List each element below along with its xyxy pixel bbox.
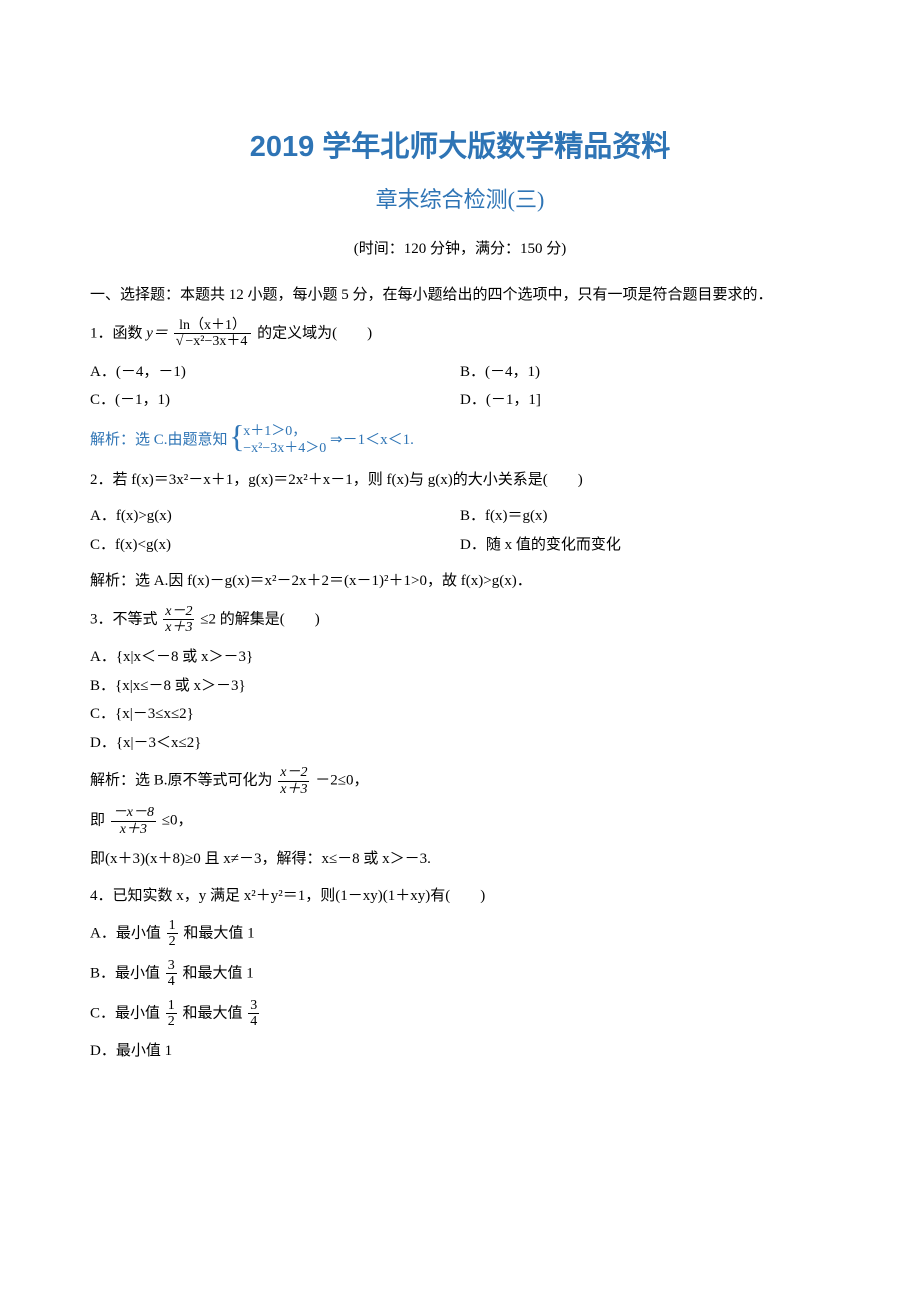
q3-prefix: 3．不等式 [90,611,158,627]
page: 2019 学年北师大版数学精品资料 章末综合检测(三) (时间：120 分钟，满… [0,0,920,1302]
q4-b-frac: 3 4 [164,958,179,990]
q4-opt-d: D．最小值 1 [90,1037,830,1066]
q1-sys-row1: x＋1＞0， [243,423,326,441]
q1-fraction: ln（x＋1） √−x²−3x＋4 [172,318,254,350]
main-title: 2019 学年北师大版数学精品资料 [90,120,830,175]
q3-opt-d: D．{x|－3＜x≤2} [90,729,830,758]
q4-b-den: 4 [166,974,177,989]
question-1: 1．函数 y＝ ln（x＋1） √−x²−3x＋4 的定义域为( ) [90,318,830,350]
q3-ans-pre: 解析：选 B.原不等式可化为 [90,773,273,789]
q3-den: x＋3 [163,620,194,635]
q3-opt-c: C．{x|－3≤x≤2} [90,700,830,729]
q1-opt-c: C．(－1，1) [90,386,460,415]
q1-frac-num: ln（x＋1） [174,318,252,334]
q3-ans2-den: x＋3 [111,822,156,837]
q3-ans2-pre: 即 [90,813,105,829]
q3-answer-3: 即(x＋3)(x＋8)≥0 且 x≠－3，解得：x≤－8 或 x＞－3. [90,845,830,874]
q4-c-den2: 4 [248,1014,259,1029]
q1-ans-label: 解析：选 C. [90,432,168,448]
q2-answer: 解析：选 A.因 f(x)－g(x)＝x²－2x＋2＝(x－1)²＋1>0，故 … [90,567,830,596]
q4-a-num: 1 [167,918,178,934]
q3-ans2-post: ≤0， [162,813,193,829]
q1-system: x＋1＞0， −x²−3x＋4＞0 [231,423,326,458]
q3-ans-frac: x－2 x＋3 [276,765,311,797]
q3-ans2-num: －x－8 [111,805,156,821]
sub-title: 章末综合检测(三) [90,179,830,221]
question-2: 2．若 f(x)＝3x²－x＋1，g(x)＝2x²＋x－1，则 f(x)与 g(… [90,466,830,495]
q1-ans-pre: 由题意知 [168,432,228,448]
q4-c-den: 2 [166,1014,177,1029]
q1-ans-post: ⇒－1＜x＜1. [330,432,414,448]
q3-answer-2: 即 －x－8 x＋3 ≤0， [90,805,830,837]
q4-c-frac2: 3 4 [246,998,261,1030]
q4-c-frac: 1 2 [164,998,179,1030]
exam-meta: (时间：120 分钟，满分：150 分) [90,235,830,264]
q4-c-num: 1 [166,998,177,1014]
q4-a-den: 2 [167,934,178,949]
q1-opt-d: D．(－1，1] [460,386,830,415]
q3-opt-b: B．{x|x≤－8 或 x＞－3} [90,672,830,701]
q4-a-pre: A．最小值 [90,925,161,941]
q4-c-pre: C．最小值 [90,1005,160,1021]
q3-opt-a: A．{x|x＜－8 或 x＞－3} [90,643,830,672]
q1-sys-row2: −x²−3x＋4＞0 [243,440,326,458]
q3-fraction: x－2 x＋3 [161,604,196,636]
q1-opt-a: A．(－4，－1) [90,358,460,387]
q1-sqrt-inner: −x²−3x＋4 [183,333,249,349]
q3-ans-num: x－2 [278,765,309,781]
q1-suffix: 的定义域为( ) [257,325,372,341]
q3-ans2-frac: －x－8 x＋3 [109,805,158,837]
q2-opt-a: A．f(x)>g(x) [90,502,460,531]
q4-c-mid: 和最大值 [183,1005,243,1021]
q4-opt-a: A．最小值 1 2 和最大值 1 [90,918,830,950]
q3-mid: ≤2 的解集是( ) [200,611,319,627]
q3-answer-1: 解析：选 B.原不等式可化为 x－2 x＋3 －2≤0， [90,765,830,797]
q1-prefix: 1．函数 [90,325,146,341]
q1-frac-den: √−x²−3x＋4 [174,334,252,349]
q1-answer: 解析：选 C.由题意知 x＋1＞0， −x²−3x＋4＞0 ⇒－1＜x＜1. [90,423,830,458]
q4-a-post: 和最大值 1 [183,925,254,941]
q4-opt-c: C．最小值 1 2 和最大值 3 4 [90,998,830,1030]
q4-b-num: 3 [166,958,177,974]
q1-opt-b: B．(－4，1) [460,358,830,387]
q4-b-pre: B．最小值 [90,965,160,981]
question-3: 3．不等式 x－2 x＋3 ≤2 的解集是( ) [90,604,830,636]
q2-opt-c: C．f(x)<g(x) [90,531,460,560]
q1-yeq: y＝ [146,325,168,341]
q2-options: A．f(x)>g(x) B．f(x)＝g(x) C．f(x)<g(x) D．随 … [90,502,830,559]
q3-ans-mid: －2≤0， [315,773,368,789]
q4-a-frac: 1 2 [165,918,180,950]
q2-opt-b: B．f(x)＝g(x) [460,502,830,531]
q4-opt-b: B．最小值 3 4 和最大值 1 [90,958,830,990]
q4-c-num2: 3 [248,998,259,1014]
section-intro: 一、选择题：本题共 12 小题，每小题 5 分，在每小题给出的四个选项中，只有一… [90,281,830,310]
q3-ans-den: x＋3 [278,782,309,797]
q2-opt-d: D．随 x 值的变化而变化 [460,531,830,560]
question-4: 4．已知实数 x，y 满足 x²＋y²＝1，则(1－xy)(1＋xy)有( ) [90,882,830,911]
q1-options: A．(－4，－1) B．(－4，1) C．(－1，1) D．(－1，1] [90,358,830,415]
q4-b-post: 和最大值 1 [183,965,254,981]
q3-num: x－2 [163,604,194,620]
